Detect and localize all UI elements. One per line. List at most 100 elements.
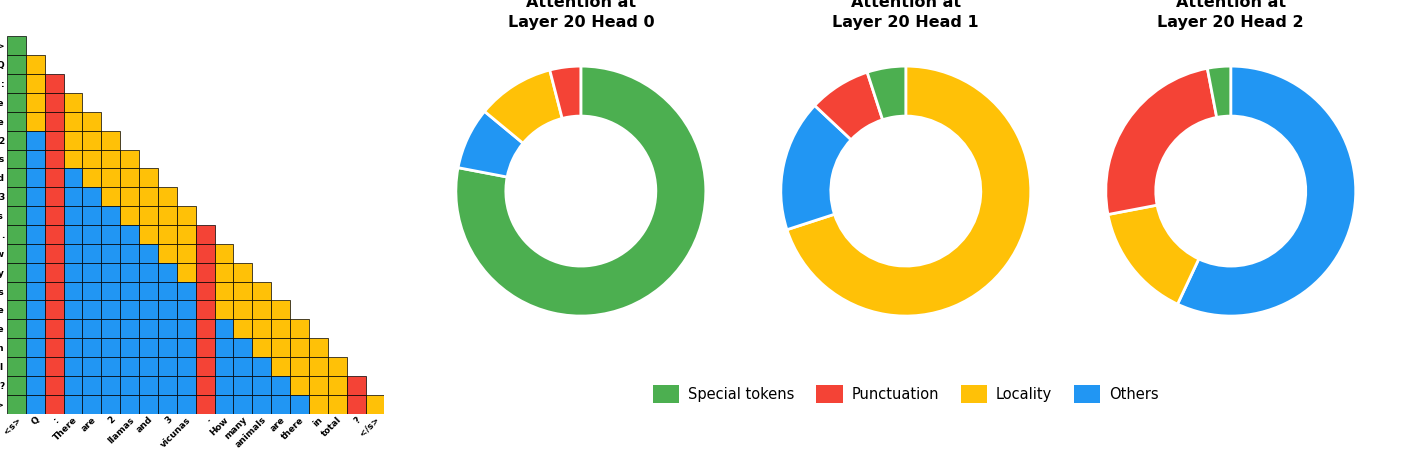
Bar xyxy=(196,263,214,282)
Bar xyxy=(7,187,25,206)
Bar xyxy=(139,225,158,244)
Bar xyxy=(101,130,120,149)
Bar xyxy=(101,168,120,187)
Bar xyxy=(83,320,101,338)
Bar xyxy=(83,263,101,282)
Bar xyxy=(7,112,25,130)
Bar xyxy=(25,301,45,320)
Bar xyxy=(7,130,25,149)
Bar xyxy=(214,301,234,320)
Bar xyxy=(272,395,290,414)
Bar xyxy=(177,338,196,357)
Wedge shape xyxy=(549,66,581,118)
Bar xyxy=(234,395,252,414)
Bar xyxy=(83,338,101,357)
Bar xyxy=(83,168,101,187)
Bar xyxy=(45,168,63,187)
Bar xyxy=(139,263,158,282)
Wedge shape xyxy=(1208,66,1230,117)
Bar xyxy=(25,206,45,225)
Bar xyxy=(25,149,45,168)
Wedge shape xyxy=(1105,68,1216,215)
Bar xyxy=(234,282,252,301)
Bar xyxy=(83,244,101,263)
Bar xyxy=(214,338,234,357)
Bar xyxy=(7,93,25,112)
Bar xyxy=(45,149,63,168)
Bar xyxy=(139,338,158,357)
Bar xyxy=(214,263,234,282)
Bar xyxy=(45,320,63,338)
Bar xyxy=(196,244,214,263)
Bar xyxy=(25,130,45,149)
Title: Accumulative
Attention at
Layer 20 Head 2: Accumulative Attention at Layer 20 Head … xyxy=(1157,0,1304,30)
Bar xyxy=(158,301,177,320)
Bar xyxy=(63,301,83,320)
Bar xyxy=(177,376,196,395)
Bar xyxy=(214,376,234,395)
Bar xyxy=(101,338,120,357)
Bar xyxy=(83,395,101,414)
Bar xyxy=(45,357,63,376)
Bar xyxy=(139,395,158,414)
Bar xyxy=(63,263,83,282)
Bar xyxy=(101,187,120,206)
Bar xyxy=(7,206,25,225)
Bar xyxy=(290,376,310,395)
Bar xyxy=(25,263,45,282)
Bar xyxy=(158,206,177,225)
Bar xyxy=(7,55,25,74)
Wedge shape xyxy=(780,105,852,230)
Bar xyxy=(139,244,158,263)
Bar xyxy=(196,357,214,376)
Bar xyxy=(272,320,290,338)
Bar xyxy=(214,244,234,263)
Bar xyxy=(234,376,252,395)
Bar xyxy=(290,395,310,414)
Bar xyxy=(101,301,120,320)
Bar xyxy=(83,376,101,395)
Bar xyxy=(158,244,177,263)
Bar xyxy=(158,338,177,357)
Bar xyxy=(177,244,196,263)
Bar xyxy=(120,263,139,282)
Bar xyxy=(7,74,25,93)
Bar xyxy=(101,282,120,301)
Bar xyxy=(83,130,101,149)
Bar xyxy=(234,320,252,338)
Bar xyxy=(25,112,45,130)
Bar xyxy=(120,282,139,301)
Bar xyxy=(7,395,25,414)
Bar xyxy=(25,93,45,112)
Bar xyxy=(196,225,214,244)
Bar xyxy=(7,36,25,55)
Bar xyxy=(120,338,139,357)
Bar xyxy=(328,376,346,395)
Bar xyxy=(139,206,158,225)
Bar xyxy=(45,395,63,414)
Bar xyxy=(101,320,120,338)
Bar xyxy=(196,376,214,395)
Bar xyxy=(196,395,214,414)
Bar xyxy=(7,168,25,187)
Bar xyxy=(139,376,158,395)
Bar xyxy=(83,301,101,320)
Bar xyxy=(214,395,234,414)
Bar xyxy=(196,282,214,301)
Bar xyxy=(234,357,252,376)
Bar xyxy=(177,263,196,282)
Bar xyxy=(101,149,120,168)
Bar xyxy=(139,357,158,376)
Bar xyxy=(25,282,45,301)
Bar xyxy=(158,376,177,395)
Bar xyxy=(45,244,63,263)
Bar xyxy=(83,225,101,244)
Wedge shape xyxy=(455,66,706,316)
Bar xyxy=(63,376,83,395)
Bar xyxy=(272,376,290,395)
Bar xyxy=(328,357,346,376)
Bar xyxy=(252,395,272,414)
Bar xyxy=(120,187,139,206)
Bar xyxy=(45,130,63,149)
Bar xyxy=(45,112,63,130)
